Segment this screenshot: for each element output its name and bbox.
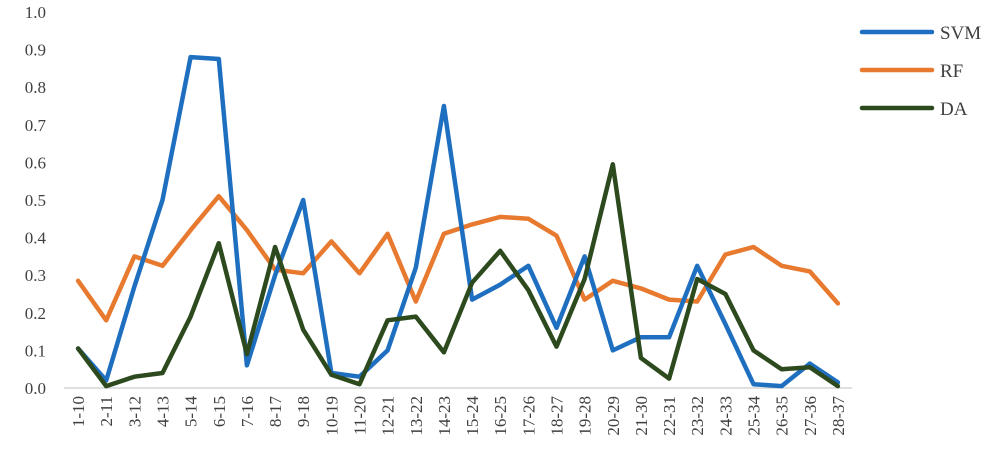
legend-label-da: DA [940, 99, 968, 120]
x-tick-label: 25-34 [745, 396, 764, 436]
y-tick-label: 0.4 [25, 229, 47, 248]
y-tick-label: 0.6 [25, 153, 46, 172]
x-tick-label: 19-28 [576, 396, 595, 436]
x-tick-label: 10-19 [322, 396, 341, 436]
y-tick-label: 0.0 [25, 379, 46, 398]
x-tick-label: 17-26 [519, 396, 538, 436]
x-tick-label: 28-37 [829, 396, 848, 436]
y-tick-label: 0.8 [25, 78, 46, 97]
x-tick-label: 21-30 [632, 396, 651, 436]
series-lines [75, 54, 841, 389]
y-tick-label: 0.1 [25, 341, 46, 360]
y-tick-label: 0.9 [25, 41, 46, 60]
x-tick-label: 23-32 [688, 396, 707, 436]
y-tick-label: 0.5 [25, 191, 46, 210]
x-tick-label: 12-21 [379, 396, 398, 436]
x-tick-label: 22-31 [660, 396, 679, 436]
legend-label-svm: SVM [940, 23, 981, 44]
series-line-svm [75, 54, 841, 389]
x-tick-label: 20-29 [604, 396, 623, 436]
x-tick-label: 24-33 [716, 396, 735, 436]
x-tick-label: 14-23 [435, 396, 454, 436]
x-tick-label: 26-35 [773, 396, 792, 436]
x-tick-label: 16-25 [491, 396, 510, 436]
x-axis-ticks: 1-10 2-11 3-12 4-13 5-14 6-15 7-16 8-17 9-18 10-1… [69, 396, 848, 436]
legend-label-rf: RF [940, 61, 963, 82]
y-tick-label: 0.2 [25, 304, 46, 323]
x-tick-label: 6-15 [210, 396, 229, 427]
x-tick-label: 3-12 [125, 396, 144, 427]
series-line-rf [75, 193, 841, 323]
y-tick-label: 1.0 [25, 3, 46, 22]
x-tick-label: 11-20 [351, 396, 370, 435]
x-tick-label: 13-22 [407, 396, 426, 436]
x-tick-label: 1-10 [69, 396, 88, 427]
legend: SVM RF DA [859, 23, 981, 120]
y-tick-label: 0.3 [25, 266, 46, 285]
x-tick-label: 15-24 [463, 396, 482, 436]
x-tick-label: 18-27 [548, 396, 567, 436]
y-axis-ticks: 0.0 0.1 0.2 0.3 0.4 0.5 0.6 0.7 0.8 0.9 1.0 [25, 3, 47, 398]
x-tick-label: 2-11 [97, 396, 116, 427]
x-tick-label: 4-13 [154, 396, 173, 427]
x-tick-label: 27-36 [801, 396, 820, 436]
series-line-da [75, 162, 841, 389]
x-tick-label: 9-18 [294, 396, 313, 427]
x-tick-label: 5-14 [182, 396, 201, 428]
x-tick-label: 7-16 [238, 396, 257, 427]
y-tick-label: 0.7 [25, 116, 47, 135]
x-tick-label: 8-17 [266, 396, 285, 428]
